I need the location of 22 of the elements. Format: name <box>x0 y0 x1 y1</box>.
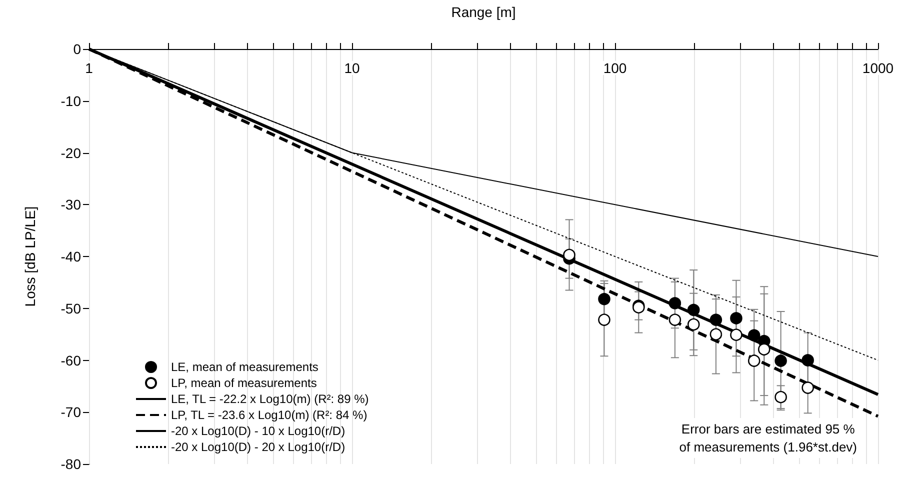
y-tick-label: -60 <box>60 352 82 368</box>
legend-label: -20 x Log10(D) - 10 x Log10(r/D) <box>171 424 346 438</box>
x-tick-label: 1000 <box>862 60 894 76</box>
y-tick-label: 0 <box>73 41 82 57</box>
annotation: Error bars are estimated 95 % of measurements (1.96*st.dev) <box>679 422 857 454</box>
y-tick-label: -10 <box>60 92 82 109</box>
legend-label: LE, mean of measurements <box>171 360 318 374</box>
legend-label: -20 x Log10(D) - 20 x Log10(r/D) <box>171 440 346 454</box>
y-tick-label: -30 <box>60 196 82 213</box>
x-axis-title: Range [m] <box>451 4 516 20</box>
x-tick-label: 1 <box>85 60 94 76</box>
legend-label: LE, TL = -22.2 x Log10(m) (R²: 89 %) <box>171 392 369 406</box>
x-tick-label: 100 <box>603 60 627 76</box>
legend-label: LP, mean of measurements <box>171 376 317 390</box>
y-tick-label: -50 <box>60 300 82 316</box>
y-tick-label: -20 <box>60 144 82 161</box>
y-tick-label: -70 <box>60 404 82 420</box>
y-tick-label: -40 <box>60 248 82 264</box>
y-tick-label: -80 <box>60 456 82 472</box>
x-tick-label: 10 <box>344 60 360 76</box>
legend-label: LP, TL = -23.6 x Log10(m) (R²: 84 %) <box>171 408 368 422</box>
y-axis-title: Loss [dB LP/LE] <box>22 206 38 307</box>
